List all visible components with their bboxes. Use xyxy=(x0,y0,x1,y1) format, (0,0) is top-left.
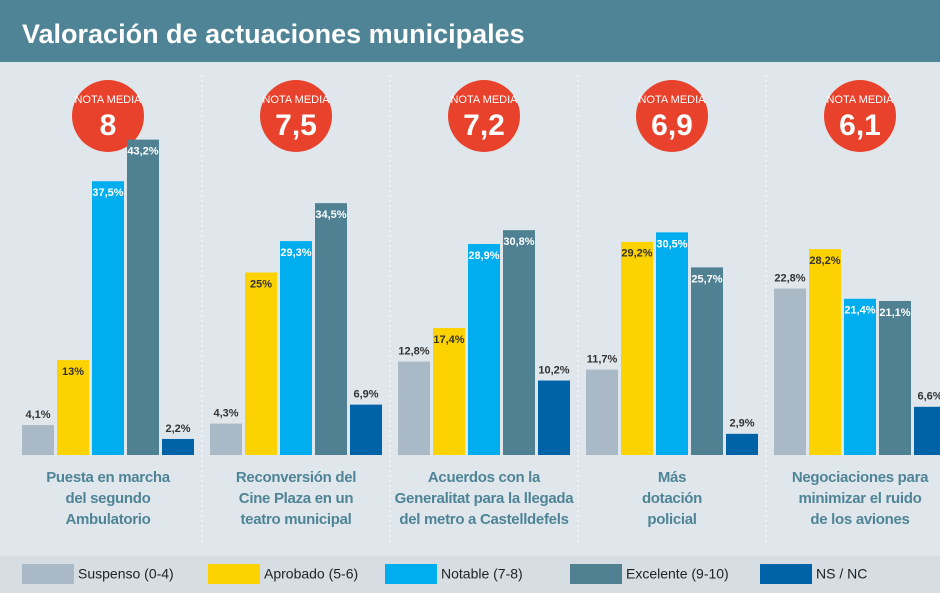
value-label: 6,6% xyxy=(917,391,940,403)
average-badge xyxy=(72,80,144,152)
bar xyxy=(503,230,535,455)
bar xyxy=(774,288,806,455)
value-label: 37,5% xyxy=(92,187,123,199)
legend-label: NS / NC xyxy=(816,566,867,582)
bar xyxy=(22,425,54,455)
category-label: Acuerdos con la Generalitat para la lleg… xyxy=(394,469,574,528)
bar xyxy=(92,181,124,455)
value-label: 30,5% xyxy=(656,238,687,250)
legend-swatch xyxy=(208,564,260,584)
legend-label: Notable (7-8) xyxy=(441,566,523,582)
category-label: Puesta en marcha del segundo Ambulatorio xyxy=(46,469,170,528)
value-label: 2,2% xyxy=(165,423,190,435)
value-label: 22,8% xyxy=(774,272,805,284)
badge-label: NOTA MEDIA xyxy=(450,94,518,106)
badge-label: NOTA MEDIA xyxy=(638,94,706,106)
average-value: 6,1 xyxy=(839,109,881,142)
bar xyxy=(350,404,382,455)
category-label: Reconversión del Cine Plaza en un teatro… xyxy=(235,469,357,528)
value-label: 29,3% xyxy=(280,247,311,259)
bar xyxy=(726,433,758,455)
bar xyxy=(468,244,500,455)
value-label: 11,7% xyxy=(587,353,618,365)
value-label: 21,1% xyxy=(879,307,910,319)
category-label: Más dotación policial xyxy=(641,469,703,528)
value-label: 2,9% xyxy=(729,418,754,430)
bar xyxy=(656,232,688,455)
badge-label: NOTA MEDIA xyxy=(826,94,894,106)
bar xyxy=(162,438,194,455)
legend-label: Suspenso (0-4) xyxy=(78,566,174,582)
bar xyxy=(914,406,940,455)
value-label: 21,4% xyxy=(844,305,875,317)
value-label: 25% xyxy=(250,278,272,290)
average-value: 7,5 xyxy=(275,109,317,142)
value-label: 12,8% xyxy=(398,345,429,357)
value-label: 4,3% xyxy=(213,408,238,420)
bar xyxy=(809,249,841,455)
legend-swatch xyxy=(760,564,812,584)
value-label: 30,8% xyxy=(503,236,534,248)
bar xyxy=(280,241,312,455)
title-bar xyxy=(0,0,940,62)
legend-swatch xyxy=(22,564,74,584)
bar xyxy=(879,300,911,455)
bar xyxy=(57,360,89,455)
chart-title: Valoración de actuaciones municipales xyxy=(22,19,525,49)
bar xyxy=(210,423,242,455)
bar xyxy=(691,267,723,455)
value-label: 28,2% xyxy=(809,255,840,267)
value-label: 25,7% xyxy=(691,273,722,285)
bar xyxy=(245,272,277,455)
bar xyxy=(538,380,570,455)
bar xyxy=(315,203,347,455)
value-label: 43,2% xyxy=(127,146,158,158)
bar xyxy=(586,369,618,455)
bar xyxy=(844,298,876,455)
bar xyxy=(127,139,159,455)
value-label: 17,4% xyxy=(433,334,464,346)
bar xyxy=(621,241,653,455)
value-label: 29,2% xyxy=(621,248,652,260)
average-value: 6,9 xyxy=(651,109,693,142)
category-label: Negociaciones para minimizar el ruido de… xyxy=(791,469,929,528)
bar xyxy=(398,361,430,455)
badge-label: NOTA MEDIA xyxy=(262,94,330,106)
value-label: 28,9% xyxy=(468,250,499,262)
value-label: 4,1% xyxy=(25,409,50,421)
legend-swatch xyxy=(385,564,437,584)
average-badge xyxy=(636,80,708,152)
average-value: 7,2 xyxy=(463,109,505,142)
value-label: 10,2% xyxy=(538,364,569,376)
average-badge xyxy=(448,80,520,152)
legend-swatch xyxy=(570,564,622,584)
average-badge xyxy=(260,80,332,152)
legend-label: Excelente (9-10) xyxy=(626,566,729,582)
value-label: 13% xyxy=(62,366,84,378)
value-label: 34,5% xyxy=(315,209,346,221)
bar xyxy=(433,327,465,455)
badge-label: NOTA MEDIA xyxy=(74,94,142,106)
value-label: 6,9% xyxy=(353,389,378,401)
average-value: 8 xyxy=(100,109,117,142)
legend-label: Aprobado (5-6) xyxy=(264,566,358,582)
average-badge xyxy=(824,80,896,152)
